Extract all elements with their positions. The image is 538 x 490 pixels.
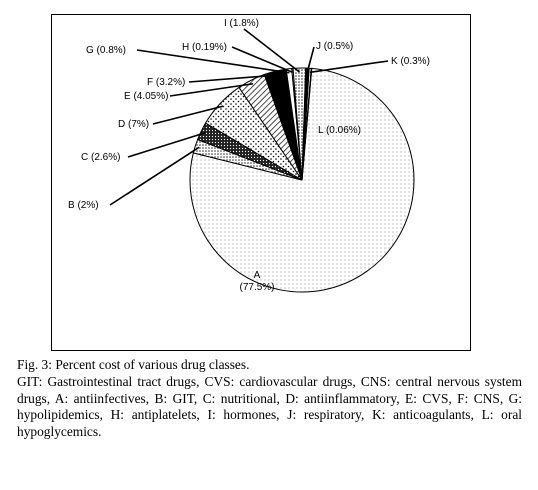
slice-label-i: I (1.8%) (224, 18, 259, 29)
pie-slice-a (189, 67, 415, 293)
leader-line-f (188, 74, 277, 83)
label-leaders (109, 28, 389, 206)
slice-label-j: J (0.5%) (316, 41, 353, 52)
slice-label-b: B (2%) (68, 200, 99, 211)
leader-line-i (243, 28, 300, 73)
chart-frame: A (77.5%) B (2%) C (2.6%) D (7%) E (4.05%) F (… (51, 14, 471, 351)
leader-line-g (136, 49, 290, 74)
slice-label-d: D (7%) (118, 119, 149, 130)
leader-line-h (231, 46, 294, 74)
leader-line-e (169, 82, 254, 97)
leader-line-c (127, 132, 206, 158)
slice-label-c: C (2.6%) (81, 152, 120, 163)
slice-labels: A (77.5%) B (2%) C (2.6%) D (7%) E (4.05%) F (… (68, 18, 430, 293)
caption-title: Fig. 3: Percent cost of various drug cla… (17, 357, 250, 372)
pie-slice-l (301, 67, 313, 181)
slice-label-l: L (0.06%) (318, 125, 361, 136)
slice-label-k: K (0.3%) (391, 56, 430, 67)
figure-caption: Fig. 3: Percent cost of various drug cla… (17, 357, 522, 441)
slice-label-h: H (0.19%) (182, 42, 227, 53)
pie-slices (189, 67, 415, 293)
slice-label-a: A (77.5%) (239, 270, 274, 293)
slice-label-e: E (4.05%) (124, 91, 168, 102)
pie-chart: A (77.5%) B (2%) C (2.6%) D (7%) E (4.05%) F (… (68, 18, 430, 293)
caption-description: GIT: Gastrointestinal tract drugs, CVS: … (17, 373, 522, 440)
slice-label-f: F (3.2%) (147, 77, 185, 88)
leader-line-j (306, 46, 315, 73)
leader-line-k (309, 60, 389, 74)
slice-label-g: G (0.8%) (86, 45, 126, 56)
leader-line-b (109, 146, 200, 206)
leader-line-d (152, 105, 224, 125)
